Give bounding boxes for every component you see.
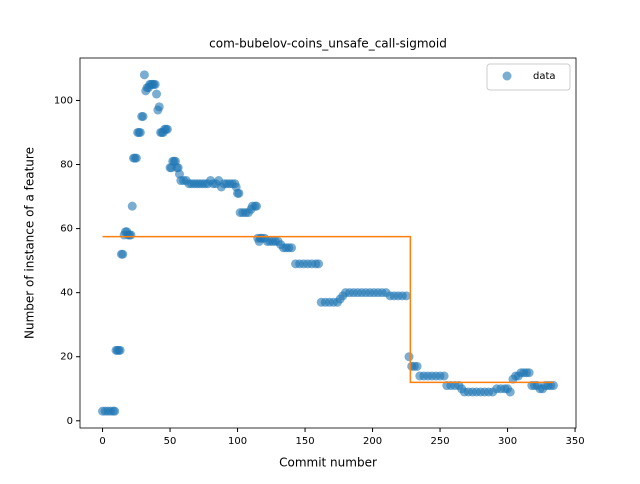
data-point (135, 127, 145, 137)
data-point (110, 406, 120, 416)
data-point (115, 345, 125, 355)
data-point (412, 361, 422, 371)
data-point (118, 249, 128, 259)
plot-frame (79, 57, 577, 429)
chart-title: com-bubelov-coins_unsafe_call-sigmoid (209, 37, 447, 51)
x-tick-label: 250 (431, 436, 450, 447)
y-tick-label: 100 (54, 95, 73, 106)
y-tick-label: 80 (60, 160, 73, 171)
x-tick-label: 50 (164, 436, 177, 447)
data-point (404, 352, 414, 362)
data-point (150, 79, 160, 89)
data-point (439, 371, 449, 381)
data-point (139, 70, 149, 80)
x-tick-label: 0 (99, 436, 105, 447)
x-tick-label: 350 (566, 436, 585, 447)
legend-box (486, 63, 571, 91)
legend-label: data (533, 71, 556, 82)
y-tick-label: 20 (60, 352, 73, 363)
fit-line (102, 235, 554, 384)
data-point (401, 291, 411, 301)
x-tick-label: 300 (498, 436, 517, 447)
y-axis-label: Number of instance of a feature (23, 147, 37, 339)
x-axis-label: Commit number (279, 456, 377, 470)
data-point (505, 387, 515, 397)
data-point (138, 111, 148, 121)
legend-marker (502, 71, 512, 81)
data-point (162, 124, 172, 134)
x-tick-label: 100 (228, 436, 247, 447)
data-point (314, 259, 324, 269)
data-point (127, 201, 137, 211)
x-tick-label: 150 (296, 436, 315, 447)
y-tick-label: 60 (60, 224, 73, 235)
data-point (131, 153, 141, 163)
data-point (251, 201, 261, 211)
y-tick-label: 40 (60, 288, 73, 299)
data-point (234, 188, 244, 198)
data-point (524, 368, 534, 378)
x-tick-label: 200 (363, 436, 382, 447)
data-point (154, 102, 164, 112)
legend: data (486, 63, 571, 91)
data-point (548, 381, 558, 391)
y-tick-label: 0 (67, 416, 73, 427)
data-point (287, 243, 297, 253)
data-point (126, 230, 136, 240)
data-point (152, 89, 162, 99)
